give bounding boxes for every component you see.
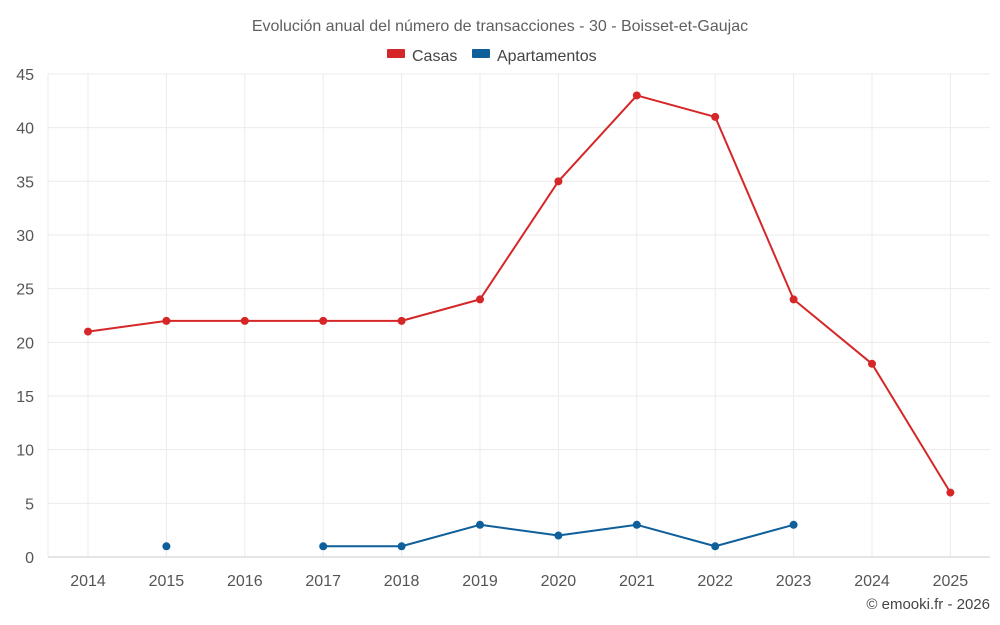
data-point-casas[interactable] (240, 316, 249, 325)
x-tick-label: 2024 (854, 573, 890, 590)
legend-label-apartamentos[interactable]: Apartamentos (497, 48, 597, 65)
series-segment-apartamentos (635, 523, 717, 548)
y-axis-ticks: 0 5 10 15 20 25 30 35 40 45 (16, 67, 34, 567)
series-segment-apartamentos (557, 523, 638, 537)
data-point-casas[interactable] (397, 316, 406, 325)
x-tick-label: 2020 (541, 573, 577, 590)
x-tick-label: 2019 (462, 573, 498, 590)
data-point-apartamentos[interactable] (476, 520, 484, 529)
series-segment-casas (792, 298, 873, 365)
series-segment-casas (87, 319, 168, 333)
y-gridlines (47, 73, 990, 557)
data-point-apartamentos[interactable] (632, 520, 641, 529)
y-tick-label: 5 (25, 496, 34, 513)
data-point-casas[interactable] (868, 359, 876, 368)
data-point-casas[interactable] (84, 327, 92, 336)
data-point-apartamentos[interactable] (397, 542, 406, 551)
legend-swatch-apartamentos[interactable] (472, 49, 490, 58)
series-layer (84, 91, 955, 551)
data-point-casas[interactable] (554, 177, 563, 186)
y-tick-label: 0 (25, 550, 34, 567)
x-axis-ticks: 2014 2015 2016 2017 2018 2019 2020 2021 2022 2023… (70, 573, 968, 590)
y-tick-label: 35 (16, 174, 34, 191)
x-tick-label: 2016 (227, 573, 263, 590)
credit-text: © emooki.fr - 2026 (866, 596, 990, 613)
data-point-casas[interactable] (946, 488, 955, 497)
series-segment-apartamentos (479, 523, 560, 537)
x-tick-label: 2015 (149, 573, 185, 590)
y-tick-label: 15 (16, 389, 34, 406)
data-point-casas[interactable] (711, 112, 720, 121)
y-tick-label: 10 (16, 443, 34, 460)
series-casas (84, 91, 955, 497)
data-point-casas[interactable] (789, 295, 798, 304)
legend-swatch-casas[interactable] (387, 49, 405, 58)
series-apartamentos (162, 520, 798, 551)
x-tick-label: 2014 (70, 573, 106, 590)
x-tick-label: 2018 (384, 573, 420, 590)
data-point-apartamentos[interactable] (711, 542, 720, 551)
series-segment-apartamentos (400, 523, 481, 548)
y-tick-label: 30 (16, 228, 34, 245)
data-point-casas[interactable] (476, 295, 484, 304)
series-segment-casas (400, 298, 481, 322)
series-segment-casas (871, 362, 952, 494)
chart-title: Evolución anual del número de transaccio… (252, 18, 748, 35)
series-segment-casas (635, 94, 717, 118)
data-point-apartamentos[interactable] (319, 542, 328, 551)
y-tick-label: 20 (16, 335, 34, 352)
x-tick-label: 2021 (619, 573, 655, 590)
data-point-casas[interactable] (162, 316, 171, 325)
data-point-apartamentos[interactable] (162, 542, 171, 551)
series-segment-casas (479, 180, 560, 301)
y-tick-label: 45 (16, 67, 34, 84)
series-segment-apartamentos (714, 523, 795, 548)
x-tick-label: 2025 (933, 573, 969, 590)
data-point-casas[interactable] (319, 316, 328, 325)
legend-label-casas[interactable]: Casas (412, 48, 457, 65)
x-tick-label: 2017 (305, 573, 341, 590)
series-segment-casas (714, 115, 795, 301)
y-tick-label: 25 (16, 282, 34, 299)
x-gridlines (87, 74, 951, 557)
legend: Casas Apartamentos (387, 48, 597, 65)
x-tick-label: 2022 (697, 573, 733, 590)
data-point-apartamentos[interactable] (789, 520, 798, 529)
x-tick-label: 2023 (776, 573, 812, 590)
data-point-casas[interactable] (632, 91, 641, 100)
y-tick-label: 40 (16, 121, 34, 138)
series-segment-casas (557, 94, 638, 183)
data-point-apartamentos[interactable] (554, 531, 563, 540)
